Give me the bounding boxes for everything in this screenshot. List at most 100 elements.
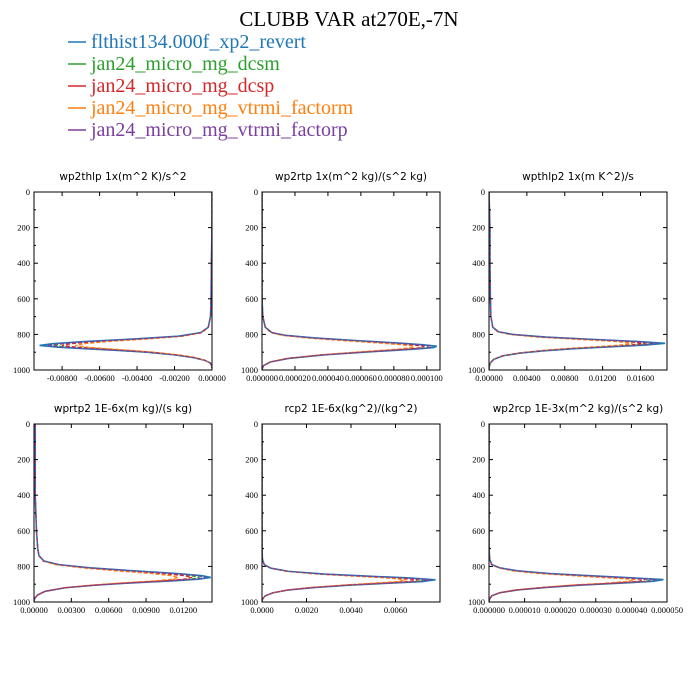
x-tick-label: -0.00600 [84, 373, 114, 383]
x-tick-label: 0.000030 [580, 605, 612, 615]
y-tick-label: 600 [245, 526, 258, 536]
x-tick-label: -0.00800 [47, 373, 77, 383]
y-tick-label: 0 [26, 419, 30, 429]
x-tick-label: 0.00000 [475, 373, 503, 383]
panel: wprtp2 1E-6x(m kg)/(s kg) 0 200 400 600 800 10… [13, 403, 213, 615]
series-line [262, 192, 430, 370]
series-line [34, 424, 193, 602]
y-tick-label: 1000 [13, 597, 30, 607]
series-line [489, 424, 657, 602]
y-tick-label: 800 [472, 561, 485, 571]
series-group [262, 192, 438, 370]
x-tick-label: 0.000000 [246, 373, 278, 383]
panel: wp2rtp 1x(m^2 kg)/(s^2 kg) 0 200 400 600 800 1… [241, 171, 443, 383]
series-line [262, 192, 438, 370]
y-tick-label: 200 [17, 455, 30, 465]
series-group [39, 192, 212, 369]
y-tick-label: 0 [26, 187, 30, 197]
x-tick-label: 0.00000 [20, 605, 48, 615]
y-tick-label: 0 [481, 419, 485, 429]
legend-label: jan24_micro_mg_vtrmi_factorm [90, 97, 354, 119]
x-tick-label: 0.000040 [312, 373, 344, 383]
legend-label: jan24_micro_mg_dcsp [90, 75, 274, 97]
x-tick-label: 0.0020 [295, 605, 318, 615]
series-line [34, 424, 211, 602]
y-tick-label: 0 [254, 187, 258, 197]
y-tick-label: 200 [17, 223, 30, 233]
x-tick-label: 0.0060 [384, 605, 407, 615]
series-line [34, 424, 206, 602]
y-tick-label: 1000 [468, 365, 485, 375]
panel-title: wp2rtp 1x(m^2 kg)/(s^2 kg) [275, 171, 427, 183]
y-tick-label: 200 [472, 455, 485, 465]
x-tick-label: 0.00900 [132, 605, 160, 615]
panel-title: wp2thlp 1x(m^2 K)/s^2 [59, 171, 186, 183]
y-tick-label: 400 [17, 258, 30, 268]
legend: flthist134.000f_xp2_revert jan24_micro_mg… [68, 31, 354, 141]
y-tick-label: 1000 [468, 597, 485, 607]
legend-label: jan24_micro_mg_vtrmi_factorp [90, 119, 348, 141]
y-tick-label: 600 [17, 526, 30, 536]
y-tick-label: 800 [17, 329, 30, 339]
legend-entry: jan24_micro_mg_vtrmi_factorp [68, 119, 348, 141]
series-line [262, 424, 436, 602]
series-line [262, 192, 434, 370]
y-tick-label: 1000 [241, 597, 258, 607]
panel-title: wp2rcp 1E-3x(m^2 kg)/(s^2 kg) [493, 403, 664, 415]
series-line [34, 424, 181, 602]
y-tick-label: 200 [245, 455, 258, 465]
x-tick-label: 0.000040 [615, 605, 647, 615]
y-tick-label: 400 [472, 258, 485, 268]
panel: wp2thlp 1x(m^2 K)/s^2 0 200 400 600 800 1000 -0… [13, 171, 226, 383]
panel: wpthlp2 1x(m K^2)/s020040060080010000.00… [468, 171, 668, 383]
x-tick-label: 0.00000 [198, 373, 226, 383]
series-line [75, 192, 212, 369]
series-line [262, 424, 407, 602]
y-tick-label: 400 [17, 490, 30, 500]
x-tick-label: 0.000020 [279, 373, 311, 383]
series-line [39, 192, 212, 369]
x-tick-label: 0.00300 [58, 605, 86, 615]
y-tick-label: 600 [472, 526, 485, 536]
y-tick-label: 0 [254, 419, 258, 429]
x-tick-label: 0.000080 [378, 373, 410, 383]
series-line [489, 192, 633, 370]
legend-entry: flthist134.000f_xp2_revert [68, 31, 306, 53]
series-line [489, 192, 658, 370]
y-tick-label: 800 [245, 561, 258, 571]
series-group [489, 192, 666, 370]
legend-entry: jan24_micro_mg_vtrmi_factorm [68, 97, 354, 119]
series-line [262, 424, 432, 602]
series-line [489, 424, 664, 602]
y-tick-label: 400 [245, 258, 258, 268]
panel-title: wpthlp2 1x(m K^2)/s [522, 171, 634, 183]
series-group [489, 424, 664, 602]
y-tick-label: 600 [17, 294, 30, 304]
x-tick-label: 0.01200 [589, 373, 617, 383]
y-tick-label: 200 [472, 223, 485, 233]
panel-title: wprtp2 1E-6x(m kg)/(s kg) [54, 403, 192, 415]
plot-frame [261, 191, 441, 371]
series-line [47, 192, 212, 369]
y-tick-label: 600 [245, 294, 258, 304]
x-tick-label: 0.01200 [170, 605, 198, 615]
x-tick-label: 0.000020 [544, 605, 576, 615]
legend-label: flthist134.000f_xp2_revert [91, 31, 306, 53]
y-tick-label: 200 [245, 223, 258, 233]
panel-title: rcp2 1E-6x(kg^2)/(kg^2) [285, 403, 418, 415]
y-tick-label: 0 [481, 187, 485, 197]
y-tick-label: 600 [472, 294, 485, 304]
series-line [489, 192, 654, 370]
plot-frame [33, 423, 213, 603]
x-tick-label: 0.000010 [509, 605, 541, 615]
x-tick-label: 0.00400 [513, 373, 541, 383]
x-tick-label: 0.000000 [473, 605, 505, 615]
x-tick-label: 0.01600 [627, 373, 655, 383]
y-tick-label: 800 [472, 329, 485, 339]
x-tick-label: -0.00200 [159, 373, 189, 383]
y-tick-label: 800 [245, 329, 258, 339]
x-tick-label: -0.00400 [122, 373, 152, 383]
x-tick-label: 0.0040 [339, 605, 362, 615]
series-group [262, 424, 436, 602]
